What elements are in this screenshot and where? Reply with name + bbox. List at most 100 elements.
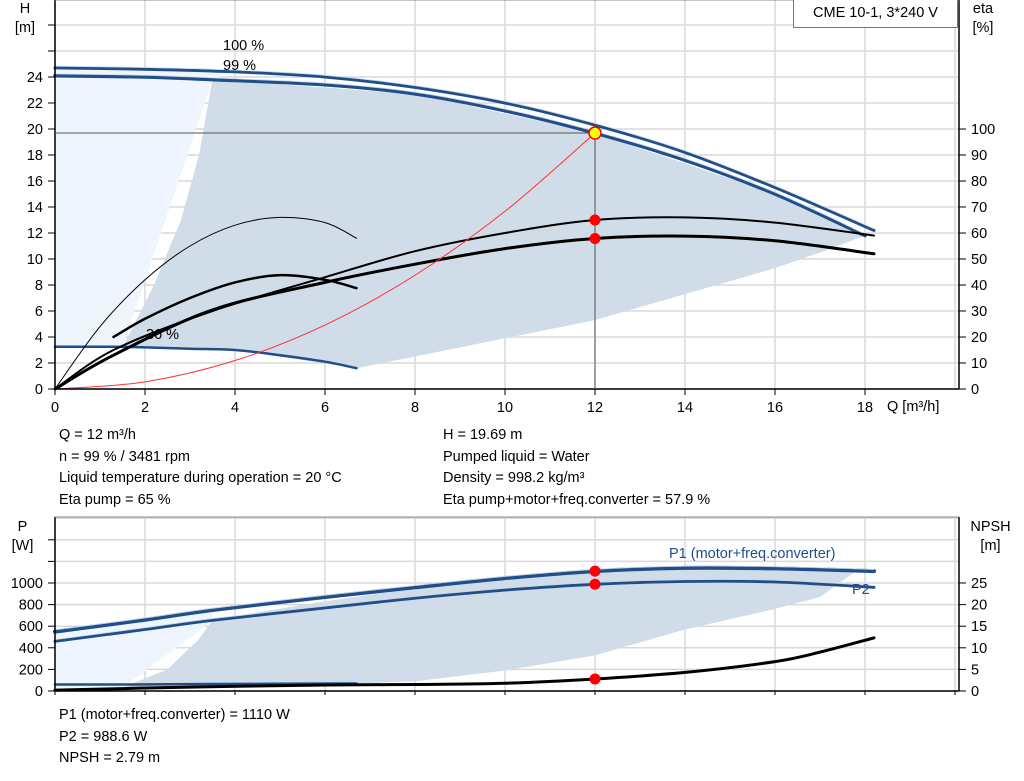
region-operating (122, 567, 856, 688)
left-tick-label: 22 (27, 96, 43, 112)
right-tick-label: 15 (971, 619, 987, 635)
left-tick-label: 1000 (11, 576, 43, 592)
p2-point (589, 578, 601, 590)
right-tick-label: 25 (971, 576, 987, 592)
left-tick-label: 6 (35, 304, 43, 320)
p1-point (589, 565, 601, 577)
curve-p2 (53, 579, 876, 643)
left-tick-label: 18 (27, 148, 43, 164)
eta-axis-name: eta (972, 1, 994, 17)
curve-99- (53, 73, 867, 238)
right-tick-label: 100 (971, 122, 995, 138)
left-tick-label: 16 (27, 174, 43, 190)
info-bottom: P1 (motor+freq.converter) = 1110 W P2 = … (59, 705, 290, 770)
h-axis-label: H [m] (5, 0, 45, 38)
left-tick-label: 12 (27, 226, 43, 242)
left-tick-label: 20 (27, 122, 43, 138)
eta-pump-point (589, 214, 601, 226)
x-tick-label: 14 (677, 400, 693, 416)
info-speed: n = 99 % / 3481 rpm (59, 448, 190, 465)
right-tick-label: 20 (971, 330, 987, 346)
curve-series-3 (54, 216, 357, 390)
eta-total-point (589, 232, 601, 244)
right-tick-label: 10 (971, 641, 987, 657)
curve-npsh (53, 636, 876, 692)
curve-highlight (54, 579, 875, 641)
curve-label-99: 99 % (223, 58, 257, 74)
right-tick-label: 90 (971, 148, 987, 164)
x-tick-label: 10 (497, 400, 513, 416)
info-eta-pump: Eta pump = 65 % (59, 491, 171, 508)
info-pumped-liquid: Pumped liquid = Water (443, 448, 590, 465)
left-tick-label: 200 (19, 662, 43, 678)
p1-curve-label: P1 (motor+freq.converter) (669, 546, 836, 562)
head-efficiency-chart: 0246810121416182022240102030405060708090… (27, 0, 995, 416)
curve-highlight (54, 73, 866, 235)
right-tick-label: 50 (971, 252, 987, 268)
x-tick-label: 0 (51, 400, 59, 416)
region-light (55, 611, 213, 688)
left-tick-label: 4 (35, 330, 43, 346)
info-top-right: H = 19.69 m Pumped liquid = Water Densit… (443, 425, 710, 511)
curve-p1-motor-freq-converter- (53, 565, 876, 634)
curve-36- (53, 345, 358, 370)
x-tick-label: 12 (587, 400, 603, 416)
h-axis-unit: [m] (14, 20, 36, 36)
p-axis-label: P [W] (5, 518, 40, 556)
right-tick-label: 5 (971, 662, 979, 678)
curve-series-6 (53, 234, 876, 391)
npsh-axis-label: NPSH [m] (963, 518, 1018, 556)
x-tick-label: 2 (141, 400, 149, 416)
info-density: Density = 998.2 kg/m³ (443, 470, 585, 486)
right-tick-label: 20 (971, 598, 987, 614)
duty-point (588, 126, 602, 140)
left-tick-label: 8 (35, 278, 43, 294)
right-tick-label: 10 (971, 356, 987, 372)
curve-highlight (54, 65, 875, 230)
info-flow: Q = 12 m³/h (59, 427, 136, 443)
x-tick-label: 8 (411, 400, 419, 416)
right-tick-label: 70 (971, 200, 987, 216)
info-eta-total: Eta pump+motor+freq.converter = 57.9 % (443, 491, 711, 508)
p-axis-name: P (17, 519, 28, 535)
info-p1: P1 (motor+freq.converter) = 1110 W (59, 707, 290, 723)
npsh-point (589, 673, 601, 685)
curve-label-100: 100 % (223, 38, 265, 54)
x-tick-label: 18 (857, 400, 873, 416)
q-axis-label: Q [m³/h] (887, 399, 940, 415)
right-tick-label: 40 (971, 278, 987, 294)
curve-label-36: 36 % (146, 327, 180, 343)
region-light (55, 67, 235, 348)
p-axis-unit: [W] (11, 538, 34, 554)
left-tick-label: 600 (19, 619, 43, 635)
info-p2: P2 = 988.6 W (59, 728, 148, 745)
info-liquid-temp: Liquid temperature during operation = 20… (59, 470, 342, 486)
x-tick-label: 16 (767, 400, 783, 416)
region-operating (122, 79, 865, 369)
pump-model-legend: CME 10-1, 3*240 V (793, 0, 958, 28)
power-npsh-chart: 0 200 400 600 800 1000 0 5 10 15 20 25 (11, 516, 987, 700)
npsh-axis-name: NPSH (970, 519, 1011, 535)
p2-curve-label: P2 (852, 582, 870, 598)
left-tick-label: 800 (19, 598, 43, 614)
right-tick-label: 60 (971, 226, 987, 242)
left-tick-label: 2 (35, 356, 43, 372)
info-head: H = 19.69 m (443, 427, 523, 443)
x-tick-label: 6 (321, 400, 329, 416)
left-tick-label: 0 (35, 382, 43, 398)
left-tick-label: 10 (27, 252, 43, 268)
right-tick-label: 30 (971, 304, 987, 320)
right-tick-label: 0 (971, 382, 979, 398)
curve-system (54, 132, 596, 390)
right-tick-label: 80 (971, 174, 987, 190)
eta-axis-unit: [%] (972, 20, 994, 36)
right-tick-label: 0 (971, 684, 979, 700)
left-tick-label: 14 (27, 200, 43, 216)
npsh-axis-unit: [m] (980, 538, 1001, 554)
curve-series-4 (112, 273, 358, 339)
eta-axis-label: eta [%] (963, 0, 1003, 38)
x-tick-label: 4 (231, 400, 239, 416)
info-npsh: NPSH = 2.79 m (59, 750, 161, 766)
info-top-left: Q = 12 m³/h n = 99 % / 3481 rpm Liquid t… (59, 425, 342, 511)
